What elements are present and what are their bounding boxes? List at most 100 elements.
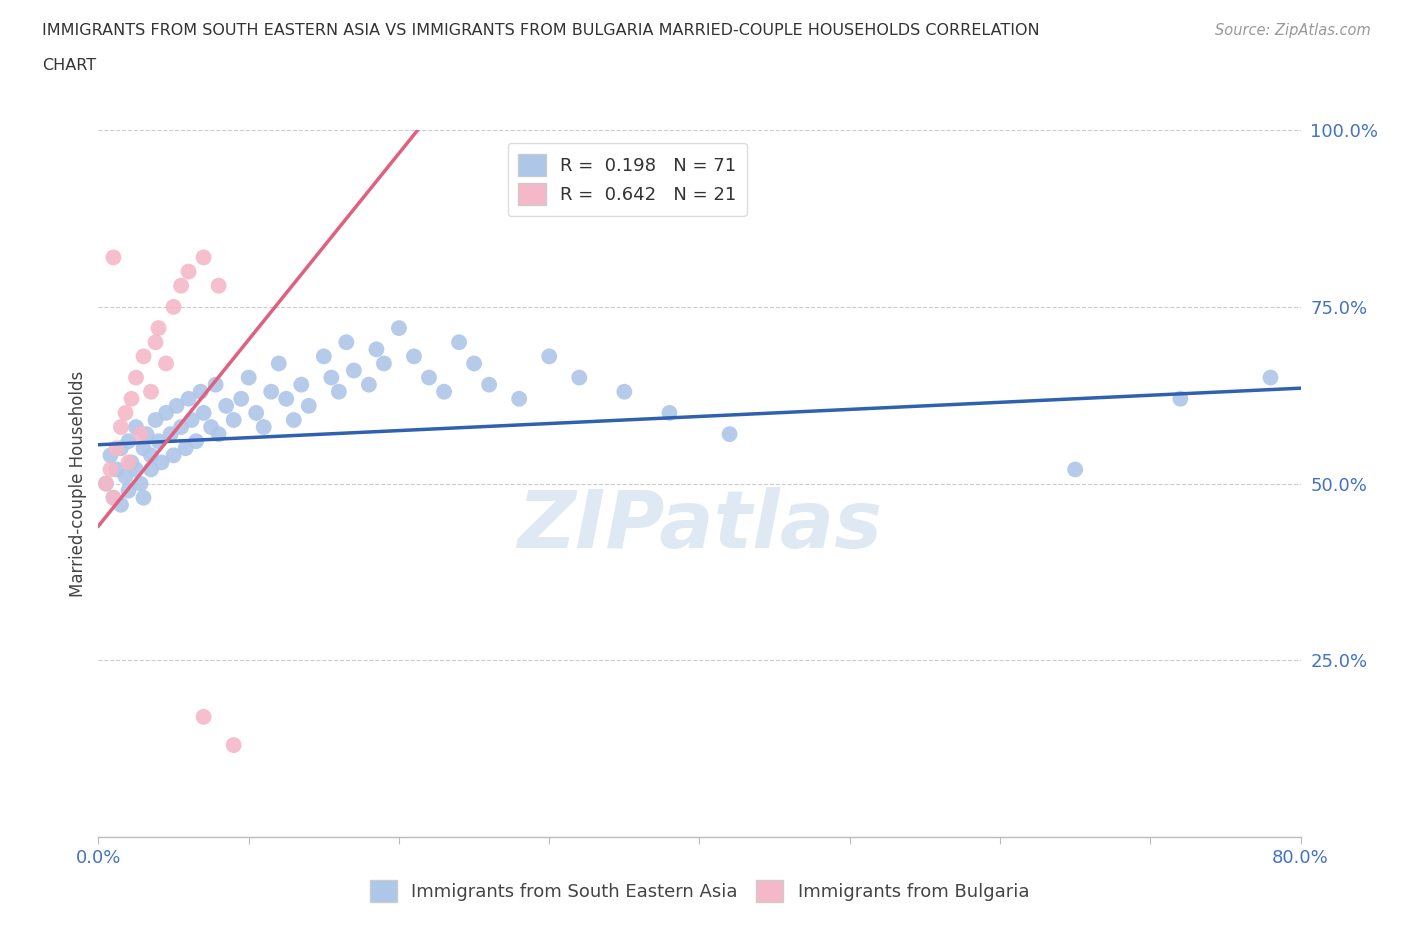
Point (366, 342, 388, 357)
Point (94, 476, 117, 491)
Point (103, 490, 125, 505)
Point (166, 398, 188, 413)
Point (200, 419, 222, 434)
Point (100, 448, 122, 463)
Point (433, 384, 456, 399)
Point (276, 392, 298, 406)
Point (478, 378, 501, 392)
Point (613, 384, 636, 399)
Point (132, 349, 155, 364)
Point (193, 710, 215, 724)
Point (388, 321, 411, 336)
Point (1170, 392, 1192, 406)
Point (447, 335, 470, 350)
Point (117, 455, 139, 470)
Point (110, 498, 132, 512)
Legend: Immigrants from South Eastern Asia, Immigrants from Bulgaria: Immigrants from South Eastern Asia, Immi… (363, 872, 1036, 910)
Point (103, 250, 125, 265)
Point (538, 349, 561, 364)
Point (193, 405, 215, 420)
Point (208, 427, 231, 442)
Point (222, 737, 245, 752)
Point (1260, 370, 1282, 385)
Point (117, 433, 139, 448)
Point (139, 462, 162, 477)
Point (222, 413, 245, 428)
Point (245, 405, 267, 420)
Point (125, 370, 148, 385)
Point (180, 413, 202, 428)
Point (170, 278, 193, 293)
Point (253, 419, 276, 434)
Point (418, 370, 440, 385)
Point (114, 405, 136, 420)
Point (162, 299, 184, 314)
Point (658, 405, 681, 420)
Point (105, 462, 128, 477)
Point (208, 278, 231, 293)
Point (121, 392, 143, 406)
Point (321, 370, 343, 385)
Point (145, 335, 167, 350)
Point (132, 490, 155, 505)
Point (215, 398, 238, 413)
Text: IMMIGRANTS FROM SOUTH EASTERN ASIA VS IMMIGRANTS FROM BULGARIA MARRIED-COUPLE HO: IMMIGRANTS FROM SOUTH EASTERN ASIA VS IM… (42, 23, 1040, 38)
Point (204, 378, 226, 392)
Point (125, 419, 148, 434)
Point (260, 384, 283, 399)
Point (231, 392, 253, 406)
Point (159, 427, 181, 442)
Point (298, 398, 321, 413)
Point (290, 378, 312, 392)
Point (94, 476, 117, 491)
Point (135, 427, 157, 442)
Point (312, 349, 335, 364)
Point (174, 441, 197, 456)
Point (103, 490, 125, 505)
Point (402, 349, 425, 364)
Point (373, 356, 395, 371)
Point (121, 455, 143, 470)
Point (568, 370, 591, 385)
Point (463, 356, 485, 371)
Point (1064, 462, 1087, 477)
Point (150, 455, 173, 470)
Point (139, 384, 162, 399)
Point (105, 441, 128, 456)
Point (328, 384, 350, 399)
Point (238, 370, 260, 385)
Point (193, 250, 215, 265)
Text: Source: ZipAtlas.com: Source: ZipAtlas.com (1215, 23, 1371, 38)
Point (110, 419, 132, 434)
Point (114, 469, 136, 484)
Point (283, 413, 305, 428)
Point (177, 264, 200, 279)
Point (129, 476, 152, 491)
Point (148, 433, 170, 448)
Point (117, 484, 139, 498)
Point (145, 413, 167, 428)
Point (100, 462, 122, 477)
Point (357, 378, 380, 392)
Point (267, 356, 290, 371)
Point (139, 448, 162, 463)
Point (129, 427, 152, 442)
Point (148, 321, 170, 336)
Point (110, 441, 132, 456)
Point (184, 433, 207, 448)
Text: ZIPatlas: ZIPatlas (517, 487, 882, 565)
Point (190, 384, 212, 399)
Point (170, 419, 193, 434)
Point (162, 448, 184, 463)
Point (718, 427, 741, 442)
Point (155, 356, 177, 371)
Point (132, 441, 155, 456)
Point (508, 392, 530, 406)
Y-axis label: Married-couple Households: Married-couple Households (69, 370, 87, 597)
Point (125, 462, 148, 477)
Point (335, 335, 357, 350)
Point (343, 363, 366, 378)
Point (177, 392, 200, 406)
Point (155, 405, 177, 420)
Text: CHART: CHART (42, 58, 96, 73)
